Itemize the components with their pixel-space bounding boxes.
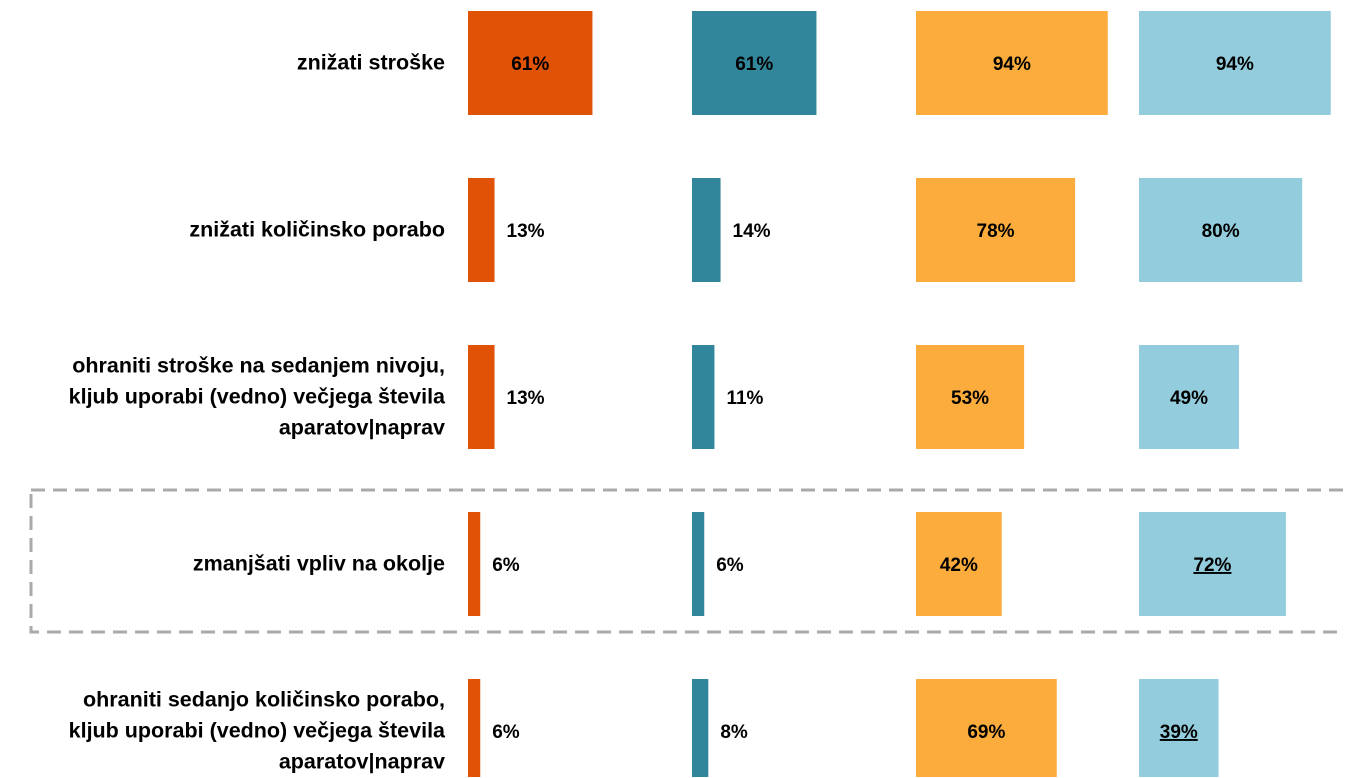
- bar: [468, 11, 593, 115]
- value-label: 11%: [726, 388, 763, 409]
- bar: [692, 178, 721, 282]
- bar: [1139, 178, 1303, 282]
- bar: [468, 178, 495, 282]
- highlight-box: [29, 488, 1345, 634]
- value-label: 94%: [993, 54, 1031, 75]
- category-label: ohraniti stroške na sedanjem nivoju, klj…: [68, 353, 445, 440]
- value-label: 13%: [507, 221, 545, 242]
- bar: [468, 679, 481, 777]
- value-label: 8%: [720, 722, 748, 743]
- bar: [1139, 512, 1286, 616]
- bar: [916, 345, 1025, 449]
- value-label: 6%: [492, 722, 520, 743]
- value-label: 49%: [1170, 388, 1208, 409]
- category-label: ohraniti sedanjo količinsko porabo, klju…: [68, 687, 445, 774]
- category-label: znižati količinsko porabo: [189, 217, 445, 242]
- category-label: zmanjšati vpliv na okolje: [192, 551, 445, 576]
- value-label: 6%: [492, 555, 520, 576]
- bar: [916, 11, 1108, 115]
- bar: [1139, 11, 1331, 115]
- bar: [916, 512, 1002, 616]
- bar: [1139, 345, 1239, 449]
- value-label: 72%: [1193, 555, 1231, 576]
- value-label: 53%: [951, 388, 989, 409]
- value-label: 61%: [511, 54, 549, 75]
- value-label: 80%: [1202, 221, 1240, 242]
- bar: [468, 512, 481, 616]
- bar: [692, 11, 817, 115]
- value-label: 78%: [977, 221, 1015, 242]
- value-label: 14%: [733, 221, 771, 242]
- bar: [692, 345, 715, 449]
- category-label: znižati stroške: [296, 50, 445, 75]
- bar: [1139, 679, 1219, 777]
- value-label: 69%: [967, 722, 1005, 743]
- value-label: 94%: [1216, 54, 1254, 75]
- value-label: 42%: [940, 555, 978, 576]
- value-label: 39%: [1160, 722, 1198, 743]
- bar: [468, 345, 495, 449]
- bar: [916, 679, 1057, 777]
- bar: [916, 178, 1076, 282]
- value-label: 13%: [507, 388, 545, 409]
- value-label: 61%: [735, 54, 773, 75]
- value-label: 6%: [716, 555, 744, 576]
- bar: [692, 512, 705, 616]
- bar: [692, 679, 709, 777]
